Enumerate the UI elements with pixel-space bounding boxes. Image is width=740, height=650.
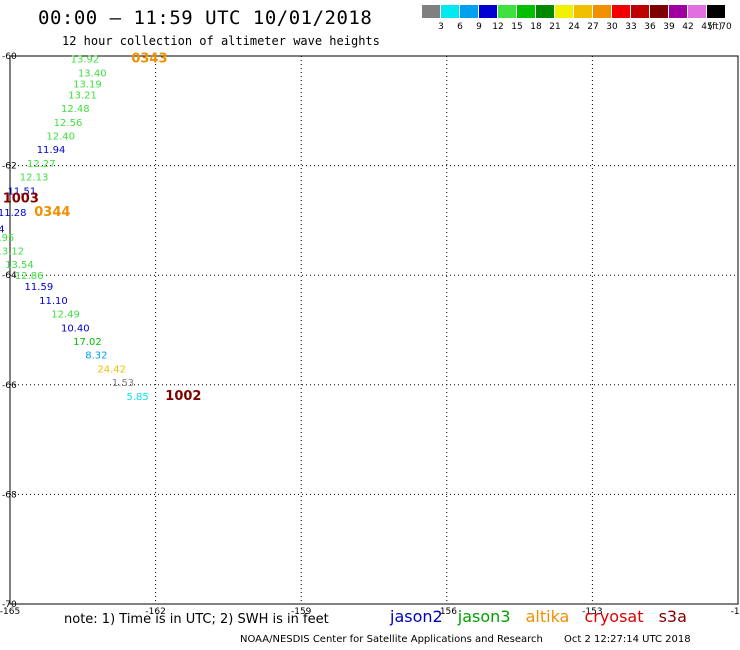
legend-swatch bbox=[631, 5, 649, 18]
wave-height-label: 24.42 bbox=[97, 364, 126, 375]
legend-swatch bbox=[422, 5, 440, 18]
wave-height-label: 12.56 bbox=[54, 118, 83, 129]
lat-tick-label: -62 bbox=[2, 162, 17, 172]
page-title: 00:00 – 11:59 UTC 10/01/2018 bbox=[38, 7, 373, 29]
legend-label: 45 bbox=[701, 22, 712, 32]
wave-height-label: 13.92 bbox=[71, 55, 100, 66]
map-frame bbox=[9, 55, 739, 605]
legend-label: 15 bbox=[511, 22, 522, 32]
lon-tick-label: -15 bbox=[731, 607, 740, 617]
credit-line: NOAA/NESDIS Center for Satellite Applica… bbox=[240, 634, 691, 645]
satellite-cryosat: cryosat bbox=[584, 607, 644, 626]
wave-height-label: 12.40 bbox=[46, 131, 75, 142]
wave-height-label: 12.27 bbox=[27, 159, 56, 170]
wave-height-label: 13.12 bbox=[0, 247, 24, 258]
legend-label: 24 bbox=[568, 22, 580, 32]
legend-label: 9 bbox=[476, 22, 482, 32]
wave-height-label: 11.28 bbox=[0, 208, 27, 219]
legend-swatch bbox=[555, 5, 573, 18]
wave-height-label: 11.10 bbox=[39, 296, 68, 307]
satellite-legend: jason2 jason3 altika cryosat s3a bbox=[390, 607, 697, 626]
legend-label: 33 bbox=[625, 22, 636, 32]
legend-swatch bbox=[441, 5, 459, 18]
legend-swatch bbox=[517, 5, 535, 18]
wave-height-label: 11.51 bbox=[8, 186, 37, 197]
pass-time-label: 0344 bbox=[34, 205, 70, 220]
lat-tick-label: -60 bbox=[2, 52, 17, 62]
wave-height-label: 12.13 bbox=[20, 173, 49, 184]
legend-swatch bbox=[574, 5, 592, 18]
legend-label: 21 bbox=[549, 22, 560, 32]
lon-tick-label: -153 bbox=[582, 607, 602, 617]
legend-swatch bbox=[612, 5, 630, 18]
wave-height-label: 8.32 bbox=[85, 351, 107, 362]
legend-label: 39 bbox=[663, 22, 675, 32]
satellite-jason2: jason2 bbox=[390, 607, 443, 626]
lon-tick-label: -156 bbox=[437, 607, 458, 617]
legend-label: 70 bbox=[720, 22, 732, 32]
legend-label: 12 bbox=[492, 22, 503, 32]
legend-label: 36 bbox=[644, 22, 656, 32]
lon-tick-label: -159 bbox=[291, 607, 312, 617]
swh-color-legend: 3 6 9 12 15 18 21 24 27 30 33 36 39 42 45 70(ft) bbox=[422, 5, 732, 32]
wave-height-label: 1.53 bbox=[112, 378, 134, 389]
lat-tick-label: -64 bbox=[2, 271, 17, 281]
wave-height-label: 11.94 bbox=[37, 145, 66, 156]
lat-tick-label: -70 bbox=[2, 600, 17, 610]
legend-swatch bbox=[707, 5, 725, 18]
wave-height-label: 12.48 bbox=[61, 104, 90, 115]
lon-tick-label: -165 bbox=[0, 607, 20, 617]
generated-timestamp: Oct 2 12:27:14 UTC 2018 bbox=[564, 634, 691, 645]
wave-height-label: 17.02 bbox=[73, 337, 102, 348]
legend-swatch bbox=[498, 5, 516, 18]
pass-time-label: 1002 bbox=[165, 389, 201, 404]
legend-label: 6 bbox=[457, 22, 463, 32]
legend-unit: (ft) bbox=[708, 22, 722, 32]
wave-height-label: 13.54 bbox=[5, 260, 34, 271]
wave-height-label: 5.85 bbox=[126, 392, 148, 403]
legend-label: 3 bbox=[438, 22, 444, 32]
wave-height-label: 13.19 bbox=[73, 79, 102, 90]
wave-height-map: -165 -162 -159 -156 -153 -15 -60 -62 -64 -66 -68 -7… bbox=[0, 52, 740, 617]
units-note: note: 1) Time is in UTC; 2) SWH is in fe… bbox=[64, 612, 329, 627]
satellite-jason3: jason3 bbox=[457, 607, 511, 626]
wave-height-label: 11.59 bbox=[25, 282, 54, 293]
legend-swatch bbox=[688, 5, 706, 18]
legend-swatch bbox=[536, 5, 554, 18]
legend-swatch bbox=[460, 5, 478, 18]
wave-height-label: 10.40 bbox=[61, 323, 90, 334]
lon-tick-label: -162 bbox=[145, 607, 165, 617]
pass-time-label: 1003 bbox=[3, 191, 39, 206]
legend-swatch bbox=[669, 5, 687, 18]
satellite-s3a: s3a bbox=[658, 607, 687, 626]
page-subtitle: 12 hour collection of altimeter wave hei… bbox=[62, 34, 380, 48]
legend-swatch bbox=[593, 5, 611, 18]
wave-height-label: 12.95 bbox=[0, 233, 14, 244]
wave-height-label: 12.49 bbox=[51, 310, 80, 321]
lat-tick-label: -66 bbox=[2, 381, 17, 391]
legend-swatch bbox=[479, 5, 497, 18]
legend-label: 42 bbox=[682, 22, 693, 32]
wave-height-label: 12.86 bbox=[15, 271, 44, 282]
wave-height-label: 13.40 bbox=[78, 68, 107, 79]
legend-label: 18 bbox=[530, 22, 542, 32]
legend-label: 27 bbox=[587, 22, 598, 32]
legend-label: 30 bbox=[606, 22, 618, 32]
satellite-altika: altika bbox=[525, 607, 570, 626]
pass-time-label: 0343 bbox=[131, 52, 167, 67]
wave-height-label: 11.64 bbox=[0, 225, 5, 236]
wave-height-label: 13.21 bbox=[68, 90, 97, 101]
legend-swatch bbox=[650, 5, 668, 18]
credit-org: NOAA/NESDIS Center for Satellite Applica… bbox=[240, 634, 543, 645]
lat-tick-label: -68 bbox=[2, 490, 17, 500]
